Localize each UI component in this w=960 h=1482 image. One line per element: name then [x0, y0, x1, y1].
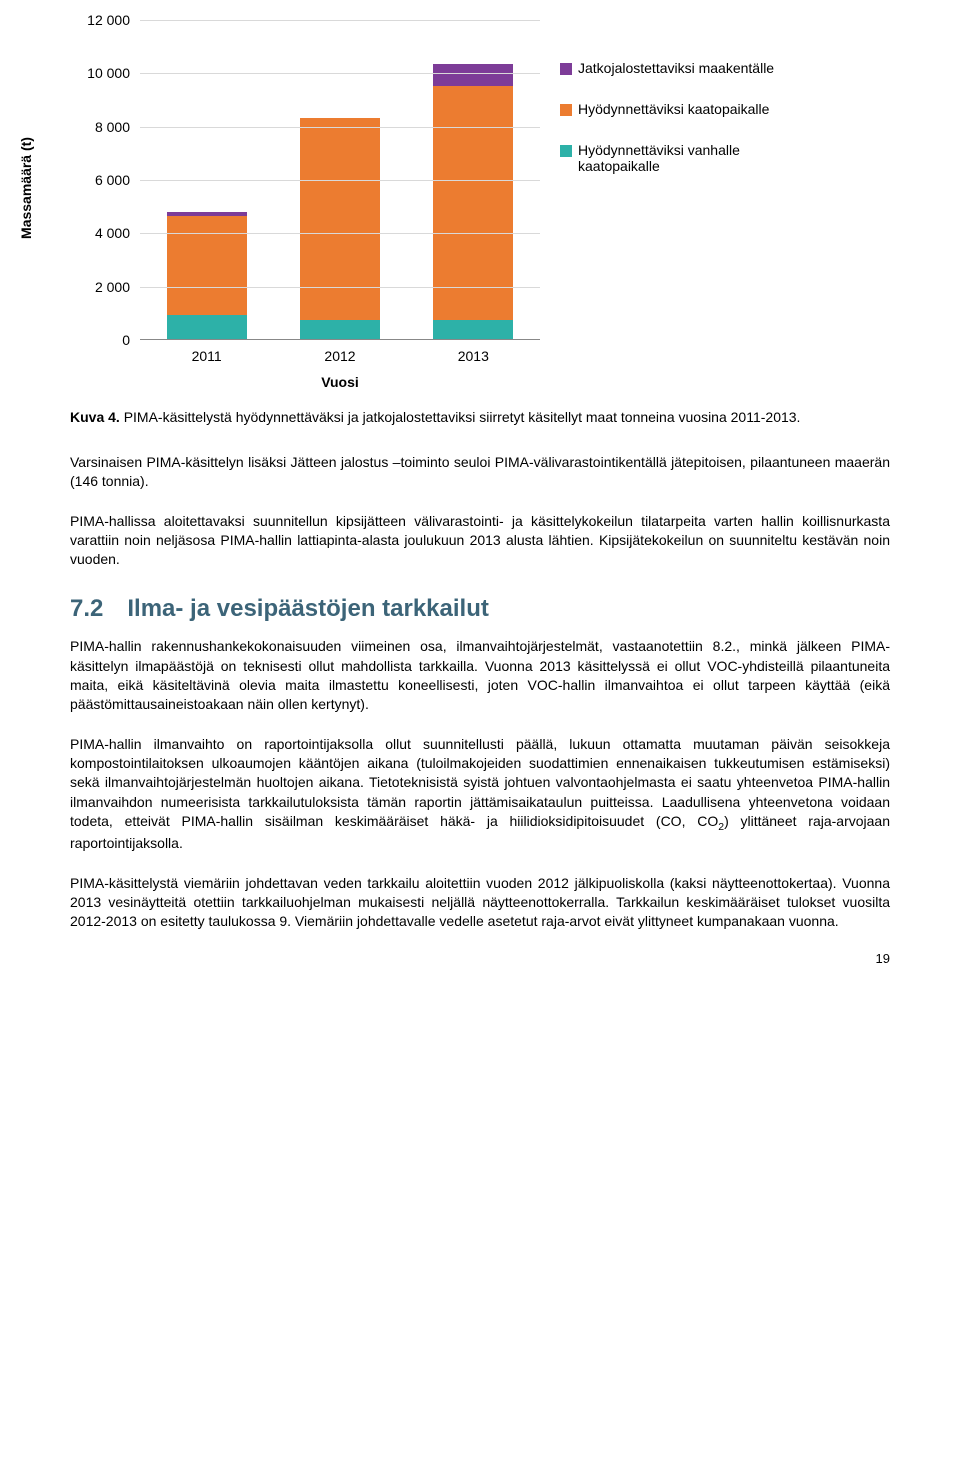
legend-swatch	[560, 63, 572, 75]
x-tick: 2011	[167, 348, 247, 364]
section-number: 7.2	[70, 595, 103, 623]
legend-item: Hyödynnettäviksi vanhalle kaatopaikalle	[560, 142, 790, 176]
gridline	[140, 20, 540, 21]
y-tick: 12 000	[87, 12, 130, 28]
legend-item: Hyödynnettäviksi kaatopaikalle	[560, 101, 790, 118]
paragraph-2: PIMA-hallissa aloitettavaksi suunnitellu…	[70, 512, 890, 570]
gridline	[140, 127, 540, 128]
bar-segment	[167, 315, 247, 339]
y-tick: 0	[122, 332, 130, 348]
legend: Jatkojalostettaviksi maakentälle Hyödynne…	[560, 60, 790, 199]
plot-area	[140, 20, 540, 340]
legend-swatch	[560, 145, 572, 157]
page-number: 19	[70, 951, 890, 966]
legend-label: Hyödynnettäviksi kaatopaikalle	[578, 101, 769, 118]
x-tick: 2012	[300, 348, 380, 364]
caption-text: PIMA-käsittelystä hyödynnettäväksi ja ja…	[120, 409, 801, 425]
gridline	[140, 233, 540, 234]
figure-caption: Kuva 4. PIMA-käsittelystä hyödynnettäväk…	[70, 408, 890, 427]
bar-segment	[433, 320, 513, 339]
bar	[167, 212, 247, 339]
legend-label: Hyödynnettäviksi vanhalle kaatopaikalle	[578, 142, 790, 176]
y-tick: 4 000	[95, 225, 130, 241]
paragraph-5: PIMA-käsittelystä viemäriin johdettavan …	[70, 874, 890, 932]
gridline	[140, 287, 540, 288]
caption-label: Kuva 4.	[70, 409, 120, 425]
section-heading: 7.2 Ilma- ja vesipäästöjen tarkkailut	[70, 595, 890, 623]
y-tick: 2 000	[95, 279, 130, 295]
bar	[300, 118, 380, 339]
bar-segment	[300, 320, 380, 339]
bar-segment	[433, 86, 513, 321]
y-axis-label: Massamäärä (t)	[18, 137, 34, 239]
paragraph-4: PIMA-hallin ilmanvaihto on raportointija…	[70, 735, 890, 854]
bar-segment	[167, 216, 247, 315]
legend-item: Jatkojalostettaviksi maakentälle	[560, 60, 790, 77]
section-title: Ilma- ja vesipäästöjen tarkkailut	[127, 595, 489, 622]
gridline	[140, 180, 540, 181]
legend-swatch	[560, 104, 572, 116]
bar	[433, 64, 513, 339]
y-axis: 02 0004 0006 0008 00010 00012 000	[70, 20, 140, 340]
gridline	[140, 73, 540, 74]
y-tick: 8 000	[95, 119, 130, 135]
y-tick: 6 000	[95, 172, 130, 188]
bar-segment	[433, 64, 513, 85]
mass-chart: Massamäärä (t) 02 0004 0006 0008 00010 0…	[70, 20, 790, 400]
x-axis-label: Vuosi	[140, 374, 540, 390]
paragraph-3: PIMA-hallin rakennushankekokonaisuuden v…	[70, 637, 890, 714]
y-tick: 10 000	[87, 65, 130, 81]
paragraph-1: Varsinaisen PIMA-käsittelyn lisäksi Jätt…	[70, 453, 890, 492]
x-axis-ticks: 2011 2012 2013	[140, 348, 540, 364]
legend-label: Jatkojalostettaviksi maakentälle	[578, 60, 774, 77]
bar-segment	[300, 118, 380, 321]
x-tick: 2013	[433, 348, 513, 364]
